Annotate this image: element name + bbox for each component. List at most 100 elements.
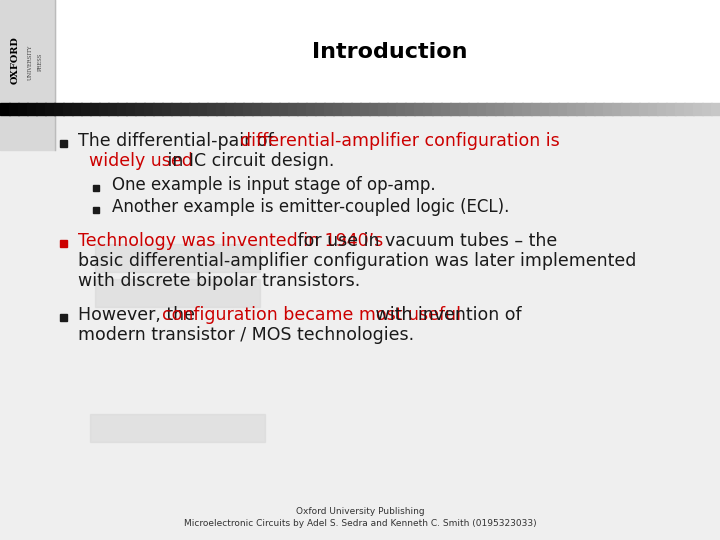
Bar — [60, 140, 67, 147]
Bar — [684, 103, 694, 115]
Bar — [711, 103, 720, 115]
Bar — [504, 103, 514, 115]
Bar — [18, 103, 28, 115]
Bar — [540, 103, 550, 115]
Bar — [95, 244, 260, 272]
Bar — [45, 103, 55, 115]
Text: Another example is emitter-coupled logic (ECL).: Another example is emitter-coupled logic… — [112, 198, 509, 216]
Bar — [576, 103, 586, 115]
Bar — [162, 103, 172, 115]
Bar — [60, 314, 67, 321]
Bar — [603, 103, 613, 115]
Bar — [360, 103, 370, 115]
Bar — [423, 103, 433, 115]
Bar — [63, 103, 73, 115]
Bar — [495, 103, 505, 115]
Bar — [387, 103, 397, 115]
Text: for use in vacuum tubes – the: for use in vacuum tubes – the — [292, 232, 558, 250]
Bar — [207, 103, 217, 115]
Text: Microelectronic Circuits by Adel S. Sedra and Kenneth C. Smith (0195323033): Microelectronic Circuits by Adel S. Sedr… — [184, 519, 536, 529]
Text: in IC circuit design.: in IC circuit design. — [163, 152, 335, 170]
Bar — [117, 103, 127, 115]
Bar — [288, 103, 298, 115]
Bar — [324, 103, 334, 115]
Bar — [279, 103, 289, 115]
Bar — [297, 103, 307, 115]
Bar — [270, 103, 280, 115]
Bar — [657, 103, 667, 115]
Bar — [675, 103, 685, 115]
Text: Introduction: Introduction — [312, 42, 468, 62]
Bar — [567, 103, 577, 115]
Text: The differential-pair of: The differential-pair of — [78, 132, 279, 150]
Bar — [72, 103, 82, 115]
Bar — [234, 103, 244, 115]
Bar — [477, 103, 487, 115]
Bar — [414, 103, 424, 115]
Bar — [459, 103, 469, 115]
Bar — [558, 103, 568, 115]
Bar — [93, 207, 99, 213]
Bar — [702, 103, 712, 115]
Bar — [531, 103, 541, 115]
Bar — [99, 103, 109, 115]
Bar — [153, 103, 163, 115]
Bar — [549, 103, 559, 115]
Bar — [95, 279, 260, 307]
Text: widely used: widely used — [78, 152, 193, 170]
Bar — [621, 103, 631, 115]
Bar — [81, 103, 91, 115]
Bar — [612, 103, 622, 115]
Bar — [405, 103, 415, 115]
Bar — [90, 414, 265, 442]
Bar — [126, 103, 136, 115]
Bar — [252, 103, 262, 115]
Text: One example is input stage of op-amp.: One example is input stage of op-amp. — [112, 176, 436, 194]
Bar — [189, 103, 199, 115]
Text: modern transistor / MOS technologies.: modern transistor / MOS technologies. — [78, 326, 414, 344]
Bar — [180, 103, 190, 115]
Text: OXFORD: OXFORD — [11, 36, 19, 84]
Text: differential-amplifier configuration is: differential-amplifier configuration is — [240, 132, 560, 150]
Bar — [522, 103, 532, 115]
Bar — [468, 103, 478, 115]
Bar — [693, 103, 703, 115]
Bar — [108, 103, 118, 115]
Text: basic differential-amplifier configuration was later implemented: basic differential-amplifier configurati… — [78, 252, 636, 270]
Bar — [93, 185, 99, 191]
Bar — [90, 103, 100, 115]
Bar — [198, 103, 208, 115]
Bar — [630, 103, 640, 115]
Bar — [342, 103, 352, 115]
Bar — [216, 103, 226, 115]
Bar — [486, 103, 496, 115]
Bar — [144, 103, 154, 115]
Bar — [369, 103, 379, 115]
Bar — [666, 103, 676, 115]
Bar — [171, 103, 181, 115]
Bar — [585, 103, 595, 115]
Bar — [432, 103, 442, 115]
Bar — [351, 103, 361, 115]
Bar — [135, 103, 145, 115]
Text: configuration became most useful: configuration became most useful — [163, 306, 462, 324]
Text: Technology was invented in 1940’s: Technology was invented in 1940’s — [78, 232, 383, 250]
Bar — [9, 103, 19, 115]
Text: with discrete bipolar transistors.: with discrete bipolar transistors. — [78, 272, 360, 290]
Bar — [513, 103, 523, 115]
Bar — [441, 103, 451, 115]
Bar — [225, 103, 235, 115]
Bar — [333, 103, 343, 115]
Bar — [261, 103, 271, 115]
Bar — [0, 103, 10, 115]
Bar — [315, 103, 325, 115]
Bar — [27, 103, 37, 115]
Bar — [639, 103, 649, 115]
Bar — [396, 103, 406, 115]
Text: with invention of: with invention of — [371, 306, 522, 324]
Text: Oxford University Publishing: Oxford University Publishing — [296, 508, 424, 516]
Bar — [378, 103, 388, 115]
Text: PRESS: PRESS — [37, 53, 42, 71]
Text: However, the: However, the — [78, 306, 200, 324]
Bar — [0, 0, 720, 110]
